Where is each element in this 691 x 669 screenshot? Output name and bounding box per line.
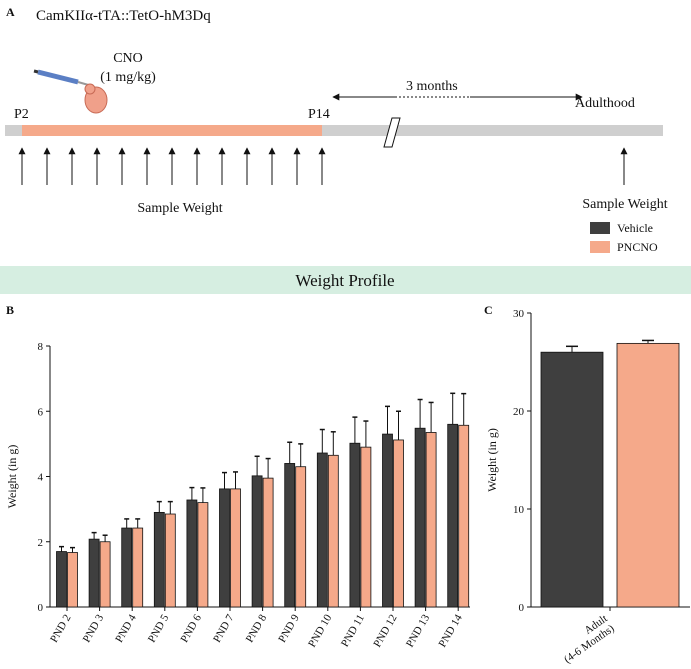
x-tick-label: PND 13: [404, 612, 433, 649]
bar: [197, 502, 209, 608]
x-tick-label: PND 11: [339, 613, 367, 650]
x-tick-label: PND 3: [81, 612, 107, 645]
y-tick-label: 10: [513, 504, 525, 516]
y-tick-label: 0: [519, 602, 525, 614]
y-tick-label: 4: [38, 472, 44, 484]
bar: [458, 424, 470, 608]
x-tick-label: PND 4: [113, 612, 139, 645]
bar: [230, 488, 241, 608]
x-tick-label: PND 7: [211, 612, 237, 645]
dose-label: (1 mg/kg): [100, 70, 156, 85]
bar: [425, 432, 437, 608]
bar: [219, 488, 230, 608]
banner: [0, 266, 691, 294]
y-tick-label: 20: [513, 406, 525, 418]
y-tick-label: 6: [38, 406, 44, 418]
y-tick-label: 2: [38, 537, 44, 549]
bar: [88, 538, 100, 608]
x-tick-label: PND 9: [276, 612, 302, 645]
bar: [616, 342, 680, 608]
y-tick-label: 8: [38, 341, 44, 353]
panel-label: B: [6, 303, 14, 317]
bar: [251, 475, 263, 608]
x-tick-label: PND 6: [178, 612, 204, 645]
bar: [284, 463, 296, 608]
bar: [540, 351, 604, 608]
panel-label: C: [484, 303, 493, 317]
bar: [132, 527, 144, 608]
bar: [393, 439, 404, 608]
bar: [414, 427, 426, 608]
sample-arrows: [18, 147, 628, 185]
genotype-title: CamKIIα-tTA::TetO-hM3Dq: [36, 8, 211, 24]
timeline: [5, 125, 663, 136]
x-tick-label: PND 2: [48, 613, 74, 645]
bar: [382, 433, 393, 608]
bar: [56, 551, 67, 608]
panel-label: A: [6, 5, 15, 19]
x-tick-label: PND 12: [371, 613, 399, 650]
bar: [349, 442, 361, 608]
bar: [67, 552, 78, 608]
x-tick-label: PND 8: [244, 612, 270, 645]
legend-entry: Vehicle: [617, 221, 653, 235]
bar: [121, 527, 133, 608]
legend-swatch: [590, 241, 610, 253]
x-tick-label: PND 5: [146, 612, 172, 645]
adult-label: Adulthood: [575, 96, 635, 111]
bar: [164, 513, 176, 608]
mouse-pup-icon: [84, 83, 108, 114]
x-tick-label: Adult(4-6 Months): [555, 612, 617, 665]
bar: [99, 541, 111, 608]
bar: [186, 499, 198, 608]
y-tick-label: 0: [38, 602, 44, 614]
bar: [316, 452, 328, 608]
sample-label: Sample Weight: [582, 197, 667, 212]
bar: [262, 477, 274, 608]
y-axis-label: Weight (in g): [485, 428, 499, 492]
end-label: P14: [308, 107, 330, 122]
treatment-period: [22, 125, 322, 136]
syringe-icon: [33, 69, 93, 87]
gap-label: 3 months: [406, 79, 458, 94]
x-tick-label: PND 14: [437, 612, 466, 649]
bar: [153, 511, 165, 608]
legend-entry: PNCNO: [617, 240, 658, 254]
bar: [295, 466, 307, 608]
start-label: P2: [14, 107, 29, 122]
banner-title: Weight Profile: [295, 271, 394, 290]
timeline-break: [383, 117, 401, 148]
y-axis-label: Weight (in g): [5, 445, 19, 509]
bar: [447, 423, 459, 608]
bar: [327, 454, 339, 608]
drug-label: CNO: [113, 51, 143, 66]
x-tick-label: PND 10: [306, 612, 335, 649]
sample-label: Sample Weight: [137, 201, 222, 216]
y-tick-label: 30: [513, 308, 525, 320]
legend-swatch: [590, 222, 610, 234]
panel-a: A CamKIIα-tTA::TetO-hM3Dq CNO (1 mg/kg) …: [5, 5, 668, 254]
bar: [360, 446, 372, 608]
